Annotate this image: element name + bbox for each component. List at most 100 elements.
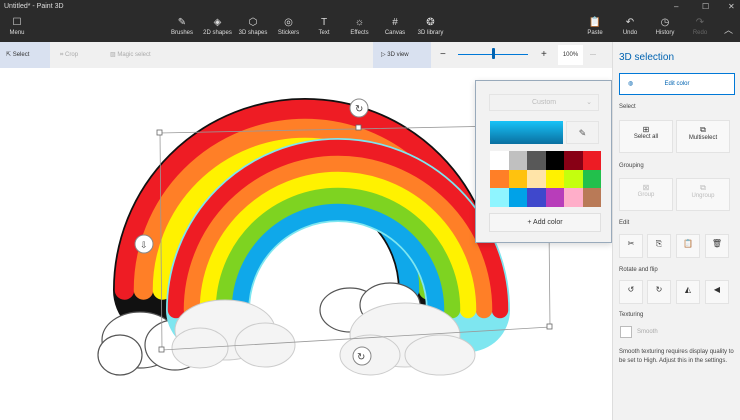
collapse-icon[interactable]: ︿ [724, 25, 734, 35]
rainbow-model[interactable]: ↻ ↻ ⇩ [0, 68, 612, 420]
smooth-checkbox[interactable] [620, 326, 632, 338]
add-color-button[interactable]: + Add color [489, 213, 601, 232]
flip-horizontal-icon: ◭ [684, 285, 692, 294]
ungroup-label: Ungroup [691, 193, 715, 199]
magic-select-button[interactable]: ▨ Magic select [110, 42, 151, 68]
rotate-left-icon: ↺ [627, 285, 635, 294]
color-swatch[interactable] [508, 188, 527, 207]
tool-label: Stickers [277, 30, 300, 36]
color-swatch[interactable] [564, 188, 583, 207]
rainbow-band [231, 203, 445, 319]
flip-vertical-icon: ◀ [713, 285, 721, 294]
color-swatch[interactable] [490, 188, 509, 207]
crop-label: Crop [65, 52, 79, 58]
color-swatch[interactable] [508, 169, 527, 188]
select-icon: ⇱ [6, 52, 13, 58]
delete-button[interactable]: 🗑 [705, 234, 729, 258]
select-button[interactable]: ⇱ Select [0, 42, 50, 68]
color-swatch[interactable] [564, 151, 583, 170]
tool-3d-shapes[interactable]: ⬡ 3D shapes [236, 17, 270, 36]
color-swatch[interactable] [527, 188, 546, 207]
history-label: History [655, 30, 675, 36]
select-all-button[interactable]: ⊞ Select all [619, 120, 673, 153]
color-swatch[interactable] [545, 169, 564, 188]
flip-horizontal-button[interactable]: ◭ [676, 280, 700, 304]
tool-canvas[interactable]: # Canvas [378, 17, 412, 36]
edit-color-button[interactable]: ◍ Edit color [619, 73, 735, 95]
copy-icon: ⎘ [655, 239, 663, 248]
crop-button[interactable]: ⌗ Crop [60, 42, 78, 68]
menu-button[interactable]: ☐ Menu [0, 17, 34, 36]
current-color-preview[interactable] [490, 121, 563, 144]
chevron-down-icon: ⌄ [586, 99, 592, 106]
close-button[interactable]: ✕ [728, 2, 735, 11]
undo-button[interactable]: ↶ Undo [613, 17, 647, 36]
front-rainbow [166, 138, 510, 352]
zoom-out-button[interactable]: − [440, 49, 446, 60]
redo-icon: ↷ [695, 17, 705, 28]
canvas[interactable]: ↻ ↻ ⇩ [0, 68, 612, 420]
2d-shapes-icon: ◈ [213, 17, 222, 28]
tool-label: Text [318, 30, 330, 36]
stickers-icon: ◎ [284, 17, 293, 28]
color-swatch[interactable] [490, 151, 509, 170]
tool-brushes[interactable]: ✎ Brushes [165, 17, 199, 36]
zoom-in-button[interactable]: + [541, 49, 547, 60]
cut-button[interactable]: ✂ [619, 234, 643, 258]
color-swatch[interactable] [582, 151, 601, 170]
more-button[interactable]: ··· [590, 52, 596, 58]
rotate-right-button[interactable]: ↻ [647, 280, 671, 304]
color-swatch[interactable] [582, 169, 601, 188]
tool-3d-library[interactable]: ❂ 3D library [414, 17, 448, 36]
color-swatch[interactable] [527, 151, 546, 170]
minimize-button[interactable]: – [674, 2, 679, 11]
tool-effects[interactable]: ☼ Effects [343, 17, 377, 36]
properties-panel: 3D selection ◍ Edit color Select ⊞ Select … [612, 42, 740, 420]
maximize-button[interactable]: ☐ [702, 2, 710, 11]
color-swatch[interactable] [564, 169, 583, 188]
group-button[interactable]: ⊠ Group [619, 178, 673, 211]
rotate-left-button[interactable]: ↺ [619, 280, 643, 304]
multiselect-button[interactable]: ⧉ Multiselect [676, 120, 730, 153]
3d-view-label: 3D view [387, 52, 409, 58]
ungroup-button[interactable]: ⧉ Ungroup [676, 178, 730, 211]
rotate-handle-top [349, 98, 369, 118]
menu-icon: ☐ [12, 17, 22, 28]
add-color-label: Add color [533, 219, 563, 226]
color-swatch[interactable] [527, 169, 546, 188]
tool-label: Effects [350, 30, 369, 36]
paste-button[interactable]: 📋 Paste [578, 17, 612, 36]
color-mode-dropdown[interactable]: Custom ⌄ [489, 94, 599, 111]
tool-text[interactable]: T Text [307, 17, 341, 36]
magic-select-label: Magic select [117, 52, 151, 58]
zoom-slider-thumb[interactable] [492, 48, 495, 59]
group-label: Group [637, 192, 655, 198]
color-swatch[interactable] [545, 151, 564, 170]
color-swatch[interactable] [490, 169, 509, 188]
select-all-icon: ⊞ [642, 125, 650, 134]
eyedropper-icon[interactable]: ✎ [566, 121, 599, 144]
3d-view-button[interactable]: ▷ 3D view [373, 42, 431, 68]
paste-icon: 📋 [588, 17, 602, 28]
color-picker-popup: Custom ⌄ ✎ + Add color [475, 80, 612, 243]
brush-icon: ✎ [177, 17, 187, 28]
tool-label: 3D shapes [238, 30, 268, 36]
tool-label: 2D shapes [203, 30, 232, 36]
color-swatch[interactable] [508, 151, 527, 170]
flip-vertical-button[interactable]: ◀ [705, 280, 729, 304]
color-swatch[interactable] [545, 188, 564, 207]
redo-button[interactable]: ↷ Redo [683, 17, 717, 36]
tool-2d-shapes[interactable]: ◈ 2D shapes [201, 17, 235, 36]
rotate-right-icon: ↻ [655, 285, 663, 294]
secondary-toolbar: ⇱ Select ⌗ Crop ▨ Magic select ▷ 3D view… [0, 42, 612, 68]
menu-label: Menu [9, 30, 25, 36]
history-button[interactable]: ◷ History [648, 17, 682, 36]
paste-panel-button[interactable]: 📋 [676, 234, 700, 258]
color-swatch[interactable] [582, 188, 601, 207]
tool-label: Brushes [170, 30, 193, 36]
tool-stickers[interactable]: ◎ Stickers [272, 17, 306, 36]
group-icon: ⊠ [642, 183, 650, 192]
copy-button[interactable]: ⎘ [647, 234, 671, 258]
redo-label: Redo [692, 30, 708, 36]
zoom-percent[interactable]: 100% [558, 45, 583, 65]
